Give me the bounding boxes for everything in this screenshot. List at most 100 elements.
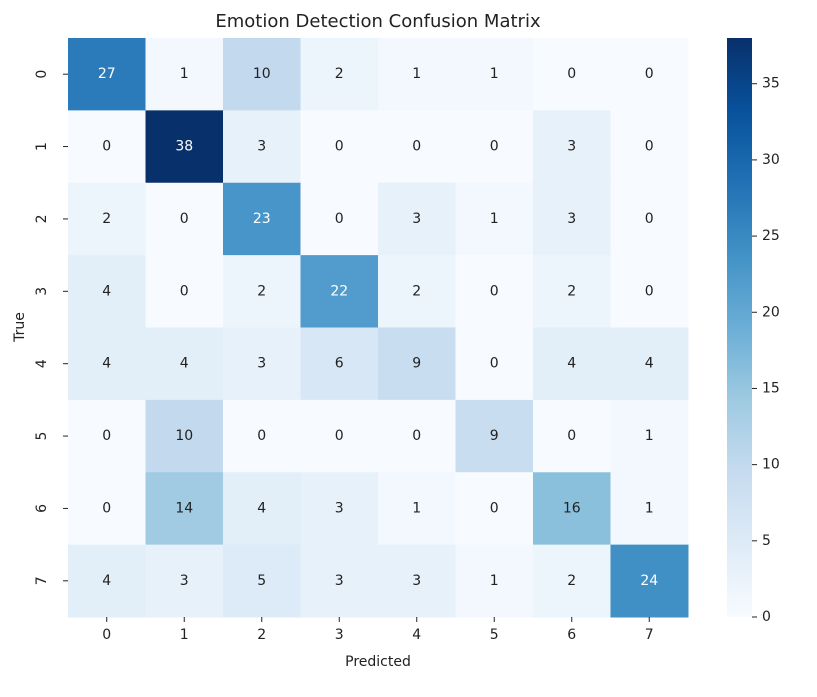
- heatmap-cell: [145, 472, 224, 546]
- heatmap-cell: [223, 182, 301, 256]
- cell-label: 14: [175, 500, 193, 516]
- heatmap-cell: [378, 544, 456, 618]
- cell-label: 2: [567, 573, 576, 589]
- cell-label: 9: [490, 428, 499, 444]
- heatmap-cell: [455, 399, 534, 473]
- colorbar-tick-label: 35: [762, 76, 780, 92]
- heatmap-cell: [223, 472, 301, 546]
- cell-label: 0: [102, 139, 111, 155]
- cell-label: 3: [567, 139, 576, 155]
- y-tick-label: 4: [34, 359, 50, 368]
- cell-label: 0: [490, 500, 499, 516]
- cell-label: 0: [645, 139, 654, 155]
- cell-label: 2: [567, 283, 576, 299]
- heatmap-cell: [223, 327, 301, 401]
- cell-label: 23: [253, 211, 271, 227]
- heatmap-cell: [610, 327, 689, 401]
- cell-label: 10: [175, 428, 193, 444]
- heatmap-cell: [145, 544, 224, 618]
- colorbar-tick-label: 5: [762, 533, 771, 549]
- cell-label: 0: [490, 356, 499, 372]
- cell-label: 3: [412, 211, 421, 227]
- heatmap-cell: [533, 110, 611, 184]
- cell-label: 5: [257, 573, 266, 589]
- heatmap-cell: [223, 255, 301, 328]
- cell-label: 0: [412, 139, 421, 155]
- heatmap-cell: [145, 399, 224, 473]
- heatmap-cell: [455, 327, 534, 401]
- y-axis-label: True: [12, 312, 28, 343]
- heatmap-cell: [378, 327, 456, 401]
- heatmap-cell: [145, 110, 224, 184]
- heatmap-cell: [455, 38, 534, 111]
- cell-label: 4: [567, 356, 576, 372]
- heatmap-cell: [68, 182, 146, 256]
- cell-label: 0: [412, 428, 421, 444]
- colorbar-tick-label: 20: [762, 304, 780, 320]
- y-tick-label: 0: [34, 70, 50, 79]
- cell-label: 2: [335, 66, 344, 82]
- cell-label: 3: [567, 211, 576, 227]
- cell-label: 22: [330, 283, 348, 299]
- cell-label: 4: [645, 356, 654, 372]
- y-tick-label: 6: [34, 504, 50, 513]
- cell-label: 10: [253, 66, 271, 82]
- heatmap-cell: [145, 38, 224, 111]
- colorbar-tick-label: 30: [762, 152, 780, 168]
- cell-label: 2: [102, 211, 111, 227]
- x-tick-label: 5: [490, 627, 499, 643]
- cell-label: 16: [563, 500, 581, 516]
- heatmap-cell: [533, 255, 611, 328]
- cell-label: 3: [257, 139, 266, 155]
- x-tick-label: 7: [645, 627, 654, 643]
- x-tick-label: 6: [567, 627, 576, 643]
- heatmap-cell: [533, 182, 611, 256]
- heatmap-cell: [455, 182, 534, 256]
- y-tick-label: 1: [34, 142, 50, 151]
- heatmap-cell: [223, 399, 301, 473]
- heatmap-cell: [610, 182, 689, 256]
- cell-label: 0: [490, 283, 499, 299]
- heatmap-cell: [68, 255, 146, 328]
- heatmap-cell: [145, 255, 224, 328]
- heatmap-cell: [300, 38, 379, 111]
- x-tick-label: 0: [102, 627, 111, 643]
- heatmap-cell: [68, 110, 146, 184]
- cell-label: 0: [490, 139, 499, 155]
- cell-label: 1: [412, 500, 421, 516]
- heatmap-cell: [223, 110, 301, 184]
- cell-label: 3: [257, 356, 266, 372]
- cell-label: 24: [640, 573, 658, 589]
- heatmap-cell: [610, 38, 689, 111]
- heatmap-cell: [455, 472, 534, 546]
- heatmap-cell: [378, 472, 456, 546]
- heatmap-cell: [145, 182, 224, 256]
- cell-label: 4: [180, 356, 189, 372]
- heatmap-cell: [145, 327, 224, 401]
- cell-label: 3: [335, 500, 344, 516]
- cell-label: 0: [335, 211, 344, 227]
- colorbar-tick-label: 0: [762, 609, 771, 625]
- cell-label: 2: [412, 283, 421, 299]
- heatmap-cell: [610, 544, 689, 618]
- cell-label: 1: [490, 211, 499, 227]
- cell-label: 0: [567, 428, 576, 444]
- x-tick-label: 4: [412, 627, 421, 643]
- y-tick-label: 2: [34, 214, 50, 223]
- heatmap-cell: [378, 182, 456, 256]
- cell-label: 1: [490, 66, 499, 82]
- cell-label: 0: [335, 428, 344, 444]
- cell-label: 38: [175, 139, 193, 155]
- heatmap-cell: [533, 327, 611, 401]
- heatmap-cell: [300, 255, 379, 328]
- cell-label: 27: [98, 66, 116, 82]
- cell-label: 0: [180, 283, 189, 299]
- heatmap-cell: [300, 544, 379, 618]
- heatmap-cell: [223, 38, 301, 111]
- cell-label: 0: [102, 500, 111, 516]
- heatmap-cell: [533, 38, 611, 111]
- cell-label: 1: [180, 66, 189, 82]
- heatmap-cell: [610, 399, 689, 473]
- heatmap-cell: [533, 544, 611, 618]
- x-tick-label: 1: [180, 627, 189, 643]
